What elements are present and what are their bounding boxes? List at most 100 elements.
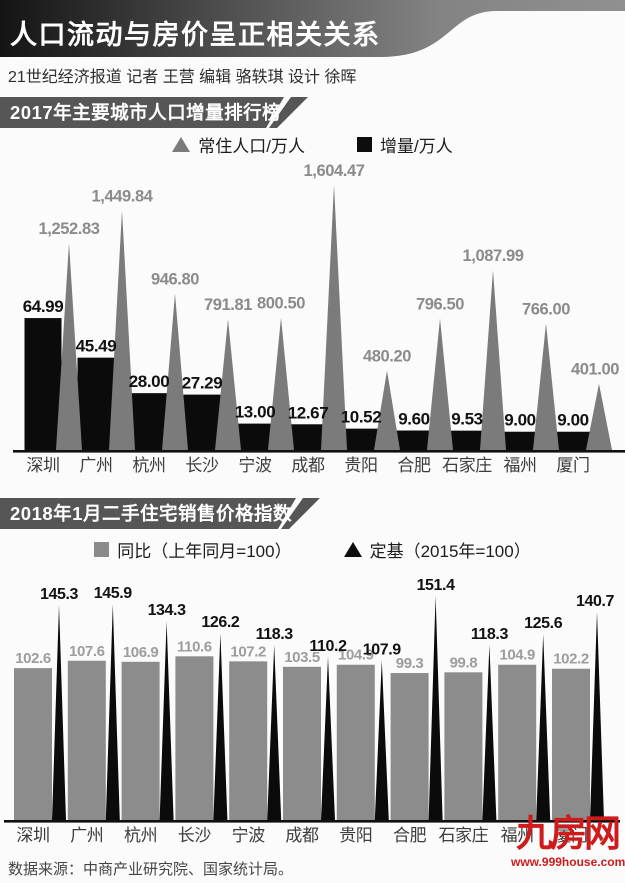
bar-成都 [283,666,321,820]
legend-item-resident-population: 常住人口/万人 [172,132,305,157]
section2-banner: 2018年1月二手住宅销售价格指数 [0,498,330,529]
city-label: 福州 [501,826,534,845]
bar-value-label: 9.60 [398,410,430,429]
city-label: 杭州 [124,826,157,845]
legend-item-yoy: 同比（上年同月=100） [94,537,292,562]
city-label: 石家庄 [442,456,492,475]
bar-宁波 [236,423,274,450]
bar-value-label: 102.6 [15,650,51,667]
triangle-value-label: 145.3 [40,586,79,603]
triangle-value-label: 1,604.47 [303,162,364,180]
black-triangle-marker-icon [343,542,362,557]
bar-厦门 [552,668,590,820]
triangle-石家庄 [482,644,497,820]
triangle-value-label: 800.50 [257,295,305,313]
bar-长沙 [175,656,214,820]
triangle-value-label: 1,252.83 [38,220,99,238]
bar-杭州 [121,661,160,820]
logo-text: 九房网 [516,814,621,855]
bar-value-label: 104.9 [499,647,535,664]
city-label: 成都 [291,456,325,475]
city-label: 贵阳 [339,826,372,845]
triangle-value-label: 946.80 [151,270,199,288]
bar-value-label: 27.29 [182,374,223,393]
triangle-贵阳 [374,370,400,450]
triangle-石家庄 [480,270,506,450]
page-title: 人口流动与房价呈正相关关系 [10,20,381,50]
gray-square-marker-icon [94,542,110,557]
triangle-value-label: 796.50 [416,295,464,313]
triangle-value-label: 766.00 [522,300,570,318]
city-label: 广州 [70,826,103,845]
triangle-value-label: 118.3 [256,626,294,643]
section1-banner: 2017年主要城市人口增量排行榜 [0,97,320,128]
bar-长沙 [183,394,221,450]
triangle-value-label: 134.3 [148,602,187,619]
triangle-value-label: 145.9 [94,585,133,602]
triangle-value-label: 110.2 [309,638,347,655]
city-label: 厦门 [556,456,589,475]
bar-value-label: 12.67 [288,403,329,422]
triangle-福州 [533,323,559,450]
city-label: 合肥 [393,826,427,845]
population-increment-chart: 64.99 45.49 28.00 27.29 13.00 12.67 10.52 9.60 9… [13,162,625,475]
bar-福州 [501,431,539,450]
bar-value-label: 99.8 [450,654,478,671]
header-banner [0,0,625,57]
triangle-成都 [321,184,347,450]
city-label: 宁波 [238,456,272,475]
black-square-marker-icon [357,137,372,152]
bar-深圳 [14,668,52,820]
bar-value-label: 107.6 [69,643,105,660]
triangle-福州 [536,634,551,820]
city-label: 长沙 [185,456,219,475]
x-axis-line [13,450,625,453]
bar-value-label: 106.9 [123,644,159,661]
section1-title: 2017年主要城市人口增量排行榜 [10,102,282,123]
triangle-深圳 [56,242,82,450]
legend-label: 增量/万人 [380,137,453,156]
data-source-note: 数据来源：中商产业研究院、国家统计局。 [8,861,294,878]
header-band-shape [0,0,625,57]
triangle-厦门 [590,611,604,820]
byline: 21世纪经济报道 记者 王营 编辑 骆轶琪 设计 徐晖 [8,69,357,86]
triangle-长沙 [213,633,228,820]
bar-value-label: 110.6 [177,638,212,655]
legend-item-fixed-base: 定基（2015年=100） [343,537,531,562]
bar-value-label: 28.00 [129,372,170,391]
city-label: 杭州 [132,456,165,475]
bar-value-label: 10.52 [341,408,382,427]
triangle-杭州 [159,621,174,820]
bar-贵阳 [336,664,375,820]
triangle-宁波 [268,317,294,450]
legend-item-increment: 增量/万人 [357,132,453,157]
triangle-value-label: 480.20 [363,348,411,366]
bar-value-label: 45.49 [76,337,117,356]
triangle-value-label: 151.4 [417,577,456,594]
triangle-value-label: 118.3 [471,626,509,643]
city-label: 合肥 [397,456,431,475]
legend-label: 同比（上年同月=100） [117,542,292,561]
bar-value-label: 64.99 [23,297,64,316]
bar-value-label: 104.9 [338,647,374,664]
bar-value-label: 102.2 [553,651,589,668]
triangle-厦门 [586,383,612,450]
triangle-合肥 [427,318,453,450]
city-label: 福州 [503,456,536,475]
bar-贵阳 [342,428,380,450]
city-label: 深圳 [16,826,49,845]
city-label: 成都 [285,826,319,845]
legend-label: 常住人口/万人 [198,137,305,156]
triangle-value-label: 791.81 [204,296,252,314]
triangle-合肥 [428,595,443,820]
bar-宁波 [229,661,268,820]
bar-value-label: 9.53 [451,410,483,429]
bar-福州 [498,664,537,820]
chart1-legend: 常住人口/万人 增量/万人 [0,132,625,157]
city-label: 深圳 [26,456,59,475]
city-label: 广州 [79,456,112,475]
bar-value-label: 13.00 [235,403,276,422]
bar-合肥 [390,673,429,820]
section2-title: 2018年1月二手住宅销售价格指数 [10,503,292,524]
